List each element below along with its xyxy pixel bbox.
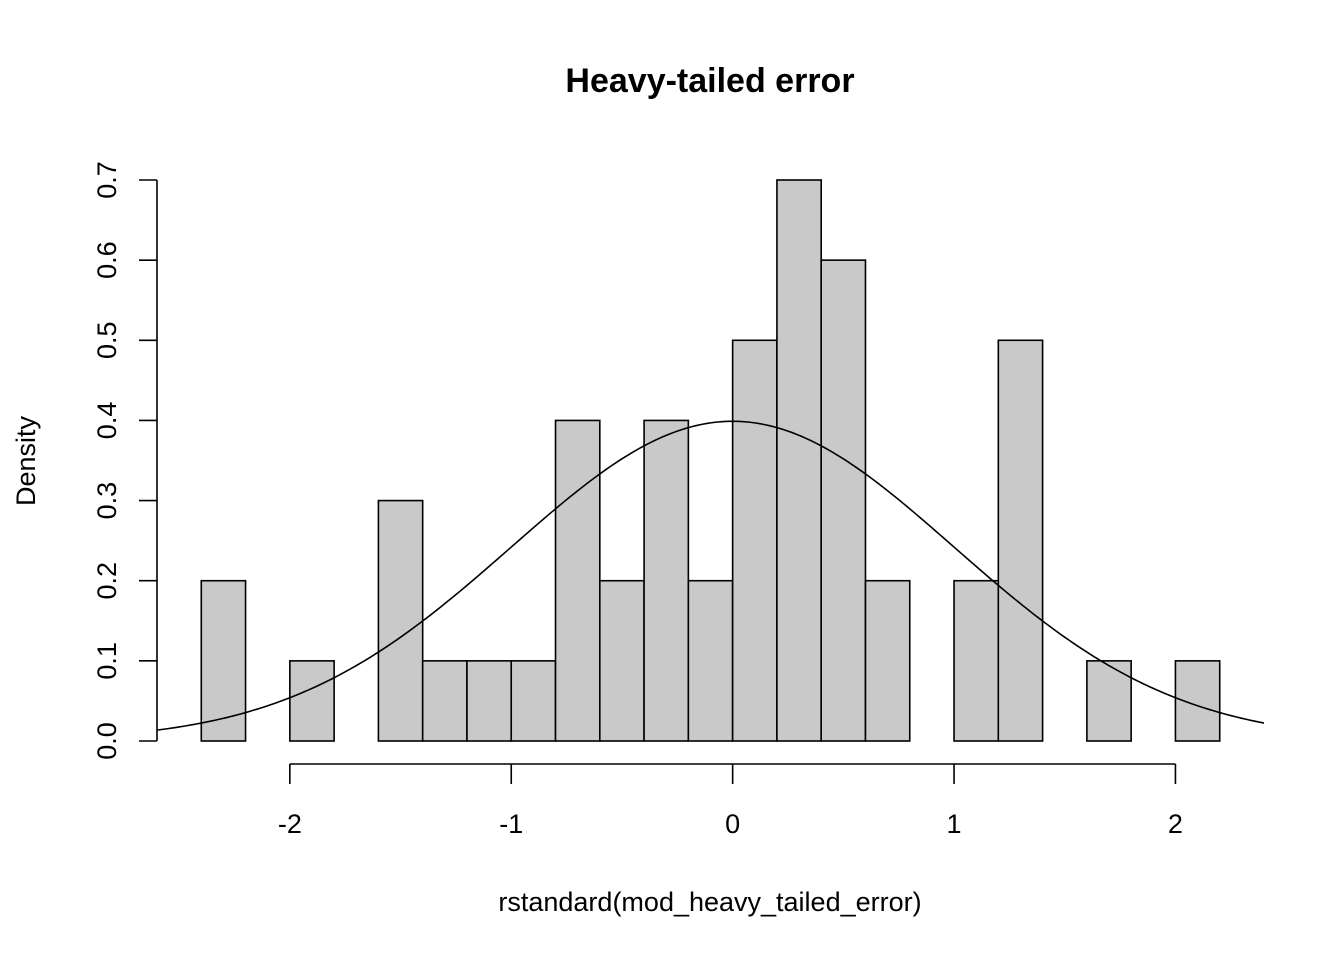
histogram-bar (421, 660, 468, 742)
histogram-bar (598, 579, 645, 742)
x-tick-label: -2 (278, 809, 302, 839)
x-axis: -2 -1 0 1 2 (278, 763, 1183, 839)
histogram-bar (731, 339, 778, 742)
x-tick-label: 0 (725, 809, 740, 839)
histogram-bars (200, 179, 1221, 742)
histogram-bar (820, 259, 867, 742)
x-tick-label: 1 (947, 809, 962, 839)
histogram-bar (554, 419, 601, 742)
histogram-bar (643, 419, 690, 742)
x-tick-label: 2 (1168, 809, 1183, 839)
histogram-bar (687, 579, 734, 742)
y-tick-label: 0.5 (92, 322, 122, 360)
x-tick-label: -1 (499, 809, 523, 839)
y-tick-label: 0.1 (92, 642, 122, 680)
histogram-bar (997, 339, 1044, 742)
y-axis: 0.0 0.1 0.2 0.3 0.4 0.5 0.6 0.7 (92, 161, 158, 760)
normal-density-curve (156, 420, 1265, 731)
y-tick-label: 0.4 (92, 402, 122, 440)
histogram-bar (776, 179, 822, 742)
y-tick-label: 0.7 (92, 161, 122, 199)
histogram-bar (289, 660, 335, 742)
x-axis-label: rstandard(mod_heavy_tailed_error) (498, 887, 921, 917)
histogram-bar (466, 660, 513, 742)
histogram-bar (1086, 660, 1132, 742)
y-axis-label: Density (11, 415, 41, 506)
histogram-bar (953, 579, 1000, 742)
histogram-bar (200, 579, 247, 742)
y-tick-label: 0.0 (92, 722, 122, 760)
y-tick-label: 0.2 (92, 562, 122, 600)
histogram-bar (864, 579, 911, 742)
y-tick-label: 0.3 (92, 482, 122, 520)
histogram-bar (377, 499, 424, 742)
histogram-bar (510, 660, 557, 742)
chart-title: Heavy-tailed error (565, 62, 854, 100)
y-tick-label: 0.6 (92, 241, 122, 279)
